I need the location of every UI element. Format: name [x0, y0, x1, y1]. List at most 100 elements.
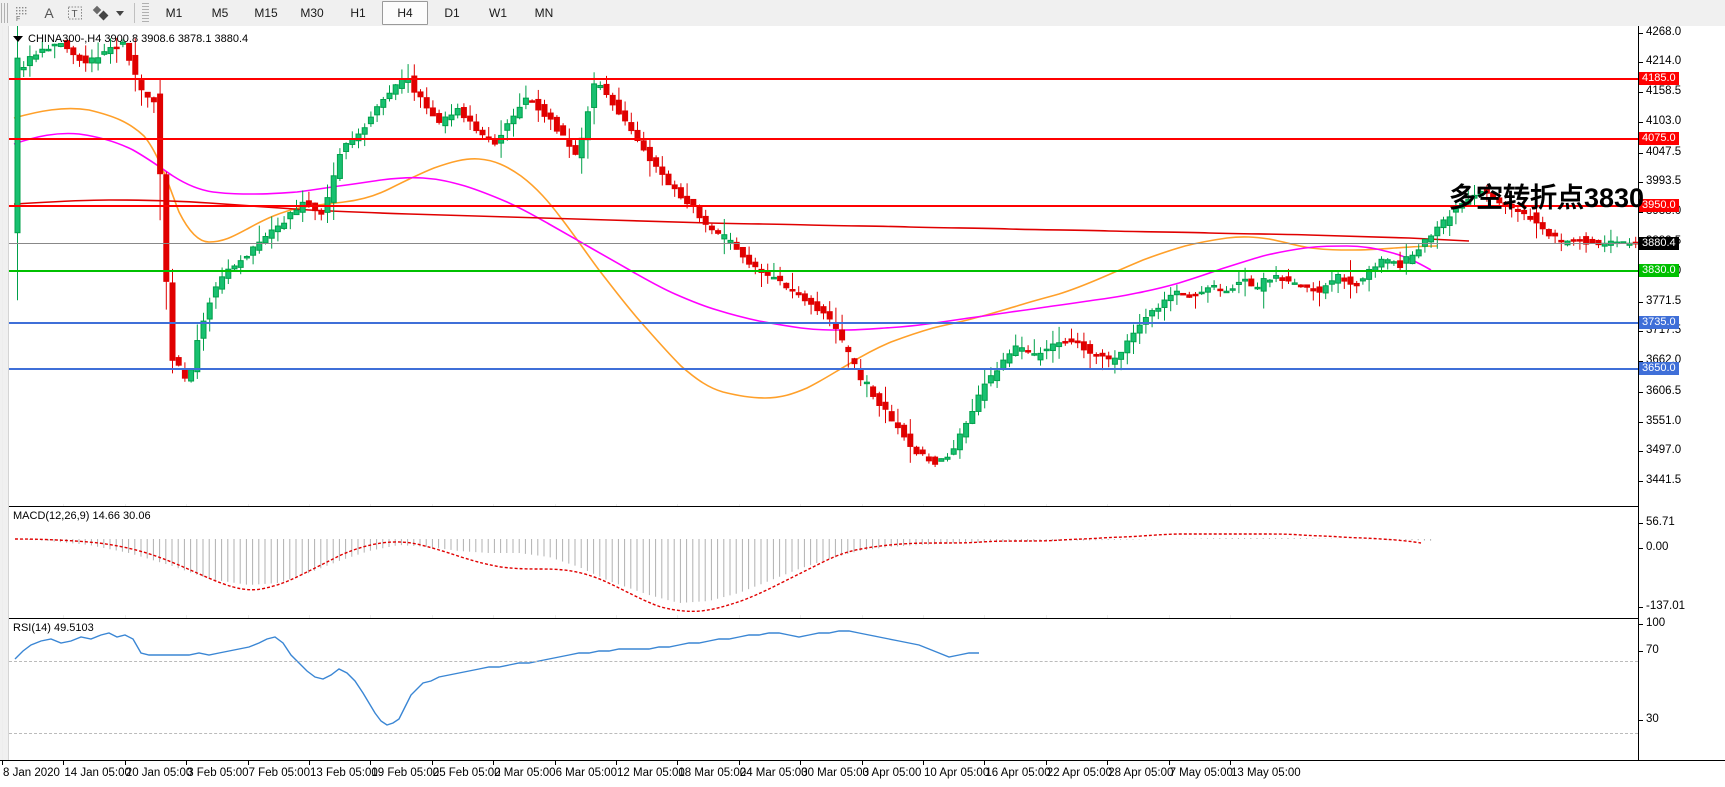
time-tick-mark [923, 761, 924, 765]
price-tick-mark [1639, 152, 1643, 154]
time-tick-mark [1230, 761, 1231, 765]
time-tick-label: 13 May 05:00 [1231, 767, 1301, 779]
time-tick-mark [309, 761, 310, 765]
level-line-3950-0[interactable] [9, 205, 1638, 208]
level-line-3735-0[interactable] [9, 321, 1638, 324]
plot-region[interactable]: 多空转折点3830 CHINA300-,H4 3900.8 3908.6 387… [2, 26, 1644, 761]
time-tick-label: 30 Mar 05:00 [801, 767, 869, 779]
timeframe-w1[interactable]: W1 [489, 6, 507, 20]
time-tick-label: 8 Jan 2020 [3, 767, 60, 779]
indicator-tick-label: 100 [1646, 617, 1666, 629]
rsi-line [14, 630, 979, 726]
time-tick-mark [738, 761, 740, 765]
level-line-3830-0[interactable] [9, 270, 1638, 273]
text-label-glyph: A [44, 5, 54, 21]
svg-text:T: T [72, 9, 78, 20]
level-line-3650-0[interactable] [9, 367, 1638, 370]
price-tag-3950-0: 3950.0 [1639, 199, 1679, 213]
objects-icon[interactable] [88, 2, 114, 24]
macd-signal-line [14, 533, 1422, 613]
timeframe-h1[interactable]: H1 [350, 6, 366, 20]
level-line-3880-4[interactable] [9, 243, 1638, 245]
macd-pane[interactable] [9, 506, 1638, 615]
indicator-tick-mark [1639, 651, 1643, 652]
time-tick-mark [1168, 761, 1170, 765]
timeframe-bar: M1 M5 M15 M30 H1 H4 D1 W1 MN [152, 1, 566, 25]
timeframe-h4[interactable]: H4 [382, 1, 428, 25]
price-tag-3735-0: 3735.0 [1639, 315, 1679, 329]
toolbar-grip-handle[interactable] [1, 3, 8, 23]
time-tick-label: 16 Apr 05:00 [985, 767, 1051, 779]
text-label-icon[interactable]: A [36, 2, 62, 24]
candlestick-series [14, 26, 1638, 468]
price-tick-mark [1639, 450, 1643, 452]
time-tick-label: 12 Mar 05:00 [617, 767, 685, 779]
objects-dropdown-caret-icon[interactable] [116, 10, 124, 16]
time-tick-label: 19 Feb 05:00 [371, 767, 440, 779]
svg-text:F: F [16, 16, 20, 22]
rsi-series-svg [14, 630, 979, 726]
price-tick-label: 4214.0 [1646, 55, 1682, 68]
time-tick-mark [247, 761, 249, 765]
time-tick-mark [431, 761, 433, 765]
time-tick-mark [1045, 761, 1047, 765]
timeframe-m15[interactable]: M15 [254, 6, 278, 20]
timeframe-grip-handle[interactable] [142, 3, 149, 23]
price-tick-label: 4268.0 [1646, 26, 1682, 38]
price-tick-mark [1639, 92, 1643, 94]
timeframe-m1[interactable]: M1 [165, 6, 183, 20]
time-tick-label: 24 Mar 05:00 [739, 767, 808, 779]
rsi-oversold-line [9, 733, 1638, 734]
timeframe-m30[interactable]: M30 [300, 6, 324, 20]
price-tick-mark [1639, 391, 1643, 393]
level-line-4185-0[interactable] [9, 77, 1638, 80]
ma-orange-line [13, 107, 1438, 399]
toolbar-separator [134, 3, 135, 23]
price-tick-label: 3551.0 [1646, 414, 1682, 427]
indicator-tick-mark [1639, 607, 1643, 608]
text-box-icon[interactable]: T [62, 2, 88, 24]
macd-histogram [22, 538, 1432, 603]
price-tag-4185-0: 4185.0 [1639, 71, 1679, 85]
time-tick-mark [800, 761, 802, 765]
time-tick-label: 3 Apr 05:00 [862, 767, 922, 779]
level-line-4075-0[interactable] [9, 137, 1638, 140]
time-tick-label: 28 Apr 05:00 [1108, 767, 1174, 779]
vertical-scrollbar[interactable] [0, 26, 9, 760]
indicator-tick-label: 70 [1646, 644, 1659, 656]
time-tick-mark [616, 761, 617, 765]
indicator-tick-label: 0.00 [1646, 541, 1669, 553]
time-axis[interactable]: 8 Jan 2020 14 Jan 05:00 20 Jan 05:00 3 Feb … [0, 760, 1725, 787]
price-tick-mark [1639, 302, 1643, 304]
price-tick-label: 4103.0 [1646, 115, 1682, 128]
time-tick-label: 3 Feb 05:00 [187, 767, 249, 779]
price-tick-mark [1639, 181, 1643, 183]
time-tick-label: 7 Feb 05:00 [248, 767, 310, 779]
timeframe-d1[interactable]: D1 [444, 6, 460, 20]
time-tick-mark [124, 761, 126, 765]
indicator-tick-label: -137.01 [1646, 600, 1686, 612]
price-tick-label: 4047.5 [1646, 145, 1682, 158]
price-tick-mark [1639, 211, 1643, 213]
rsi-overbought-line [9, 661, 1638, 662]
price-tick-label: 3606.5 [1646, 384, 1682, 397]
indicator-f-icon[interactable]: F [10, 2, 36, 24]
timeframe-m5[interactable]: M5 [211, 6, 229, 20]
time-tick-label: 25 Feb 05:00 [432, 767, 501, 779]
indicator-tick-mark [1639, 720, 1643, 721]
time-tick-mark [370, 761, 372, 765]
collapse-triangle-icon[interactable] [13, 36, 23, 42]
macd-legend: MACD(12,26,9) 14.66 30.06 [13, 510, 151, 522]
chart-canvas: 多空转折点3830 CHINA300-,H4 3900.8 3908.6 387… [0, 26, 1725, 787]
price-tag-3880-4: 3880.4 [1639, 237, 1679, 251]
timeframe-mn[interactable]: MN [534, 6, 554, 20]
indicator-tick-label: 30 [1646, 713, 1659, 725]
macd-series-svg [14, 533, 1432, 613]
time-tick-label: 14 Jan 05:00 [64, 767, 131, 779]
rsi-pane[interactable] [9, 618, 1638, 761]
time-tick-mark [186, 761, 188, 765]
chart-annotation: 多空转折点3830 [1449, 183, 1645, 213]
price-legend: CHINA300-,H4 3900.8 3908.6 3878.1 3880.4 [13, 33, 248, 45]
price-pane[interactable] [9, 26, 1638, 504]
price-tick-mark [1639, 481, 1643, 482]
